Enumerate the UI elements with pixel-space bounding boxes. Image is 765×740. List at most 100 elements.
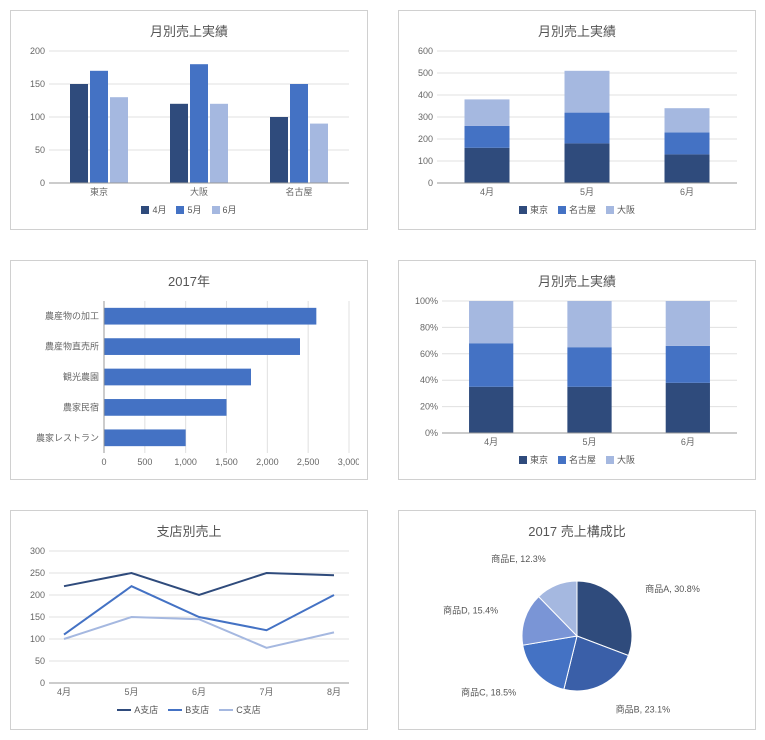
legend-swatch bbox=[558, 456, 566, 464]
svg-text:1,000: 1,000 bbox=[174, 457, 197, 467]
chart5-title: 支店別売上 bbox=[19, 521, 359, 540]
legend-label: 名古屋 bbox=[569, 453, 596, 466]
svg-text:150: 150 bbox=[30, 79, 45, 89]
chart1-panel: 月別売上実績 0 50 100 150 200 東京 大阪 名古屋 4月 5月 6月 bbox=[10, 10, 368, 230]
svg-text:250: 250 bbox=[30, 568, 45, 578]
chart6-svg: 商品A, 30.8% 商品B, 23.1% 商品C, 18.5% 商品D, 15.4%… bbox=[407, 546, 747, 721]
chart4-svg: 0%20%40%60%80%100%4月5月6月 bbox=[407, 296, 747, 451]
svg-text:農家民宿: 農家民宿 bbox=[63, 401, 99, 412]
svg-text:商品B, 23.1%: 商品B, 23.1% bbox=[616, 703, 671, 714]
svg-text:0: 0 bbox=[101, 457, 106, 467]
svg-text:2,000: 2,000 bbox=[256, 457, 279, 467]
svg-text:100: 100 bbox=[418, 156, 433, 166]
svg-text:500: 500 bbox=[137, 457, 152, 467]
svg-text:200: 200 bbox=[30, 46, 45, 56]
svg-text:東京: 東京 bbox=[90, 186, 108, 197]
svg-text:50: 50 bbox=[35, 656, 45, 666]
svg-text:100: 100 bbox=[30, 112, 45, 122]
legend-label: 名古屋 bbox=[569, 203, 596, 216]
legend-swatch bbox=[558, 206, 566, 214]
chart2-svg: 0 100 200 300 400 500 600 4月 5月 6月 bbox=[407, 46, 747, 201]
svg-text:200: 200 bbox=[30, 590, 45, 600]
svg-text:100: 100 bbox=[30, 634, 45, 644]
svg-text:0: 0 bbox=[40, 178, 45, 188]
svg-text:農産物の加工: 農産物の加工 bbox=[45, 310, 99, 321]
svg-text:商品A, 30.8%: 商品A, 30.8% bbox=[645, 583, 700, 594]
legend-swatch bbox=[606, 206, 614, 214]
chart1-title: 月別売上実績 bbox=[19, 21, 359, 40]
legend-swatch bbox=[176, 206, 184, 214]
chart6-panel: 2017 売上構成比 商品A, 30.8% 商品B, 23.1% 商品C, 18.5… bbox=[398, 510, 756, 730]
svg-text:商品E, 12.3%: 商品E, 12.3% bbox=[491, 553, 546, 564]
chart1-legend: 4月 5月 6月 bbox=[19, 203, 359, 216]
chart3-panel: 2017年 0 500 1,000 1,500 2,000 2,500 3,000 農産物の加… bbox=[10, 260, 368, 480]
svg-text:80%: 80% bbox=[420, 322, 438, 332]
svg-text:商品D, 15.4%: 商品D, 15.4% bbox=[443, 604, 498, 615]
svg-text:農産物直売所: 農産物直売所 bbox=[45, 341, 99, 352]
svg-text:200: 200 bbox=[418, 134, 433, 144]
legend-label: 大阪 bbox=[617, 203, 635, 216]
chart1-svg: 0 50 100 150 200 東京 大阪 名古屋 bbox=[19, 46, 359, 201]
chart5-svg: 0 50 100 150 200 250 300 4月 5月 6月 7月 8月 bbox=[19, 546, 359, 701]
chart4-title: 月別売上実績 bbox=[407, 271, 747, 290]
legend-label: B支店 bbox=[185, 703, 209, 716]
svg-text:7月: 7月 bbox=[259, 687, 273, 697]
svg-text:400: 400 bbox=[418, 90, 433, 100]
legend-label: 6月 bbox=[223, 203, 237, 216]
chart2-legend: 東京 名古屋 大阪 bbox=[407, 203, 747, 216]
chart6-title: 2017 売上構成比 bbox=[407, 521, 747, 540]
svg-text:6月: 6月 bbox=[681, 437, 695, 447]
chart5-legend: A支店 B支店 C支店 bbox=[19, 703, 359, 716]
chart3-title: 2017年 bbox=[19, 271, 359, 290]
legend-label: 大阪 bbox=[617, 453, 635, 466]
svg-text:0%: 0% bbox=[425, 428, 438, 438]
svg-text:5月: 5月 bbox=[580, 187, 594, 197]
legend-label: A支店 bbox=[134, 703, 158, 716]
chart4-panel: 月別売上実績 0%20%40%60%80%100%4月5月6月 東京 名古屋 大… bbox=[398, 260, 756, 480]
chart2-panel: 月別売上実績 0 100 200 300 400 500 600 4月 5月 6月 東京 名古屋 … bbox=[398, 10, 756, 230]
legend-label: 5月 bbox=[187, 203, 201, 216]
svg-text:150: 150 bbox=[30, 612, 45, 622]
svg-text:2,500: 2,500 bbox=[297, 457, 320, 467]
svg-text:100%: 100% bbox=[415, 296, 438, 306]
legend-swatch bbox=[519, 206, 527, 214]
svg-text:6月: 6月 bbox=[680, 187, 694, 197]
legend-swatch bbox=[519, 456, 527, 464]
svg-text:観光農園: 観光農園 bbox=[63, 371, 99, 382]
svg-text:500: 500 bbox=[418, 68, 433, 78]
svg-text:大阪: 大阪 bbox=[190, 186, 208, 197]
svg-text:商品C, 18.5%: 商品C, 18.5% bbox=[461, 686, 516, 697]
legend-label: 東京 bbox=[530, 203, 548, 216]
svg-text:8月: 8月 bbox=[327, 687, 341, 697]
legend-swatch bbox=[141, 206, 149, 214]
svg-text:60%: 60% bbox=[420, 349, 438, 359]
chart3-svg: 0 500 1,000 1,500 2,000 2,500 3,000 農産物の加工農産物直売… bbox=[19, 296, 359, 471]
svg-text:20%: 20% bbox=[420, 402, 438, 412]
svg-text:名古屋: 名古屋 bbox=[285, 186, 312, 197]
legend-label: 東京 bbox=[530, 453, 548, 466]
svg-text:0: 0 bbox=[40, 678, 45, 688]
legend-swatch bbox=[606, 456, 614, 464]
chart2-title: 月別売上実績 bbox=[407, 21, 747, 40]
svg-text:300: 300 bbox=[418, 112, 433, 122]
svg-text:0: 0 bbox=[428, 178, 433, 188]
legend-swatch bbox=[219, 709, 233, 711]
svg-text:600: 600 bbox=[418, 46, 433, 56]
svg-text:50: 50 bbox=[35, 145, 45, 155]
svg-text:4月: 4月 bbox=[484, 437, 498, 447]
svg-text:4月: 4月 bbox=[57, 687, 71, 697]
legend-swatch bbox=[212, 206, 220, 214]
legend-swatch bbox=[117, 709, 131, 711]
legend-label: C支店 bbox=[236, 703, 261, 716]
svg-text:1,500: 1,500 bbox=[215, 457, 238, 467]
svg-text:300: 300 bbox=[30, 546, 45, 556]
svg-text:6月: 6月 bbox=[192, 687, 206, 697]
svg-text:農家レストラン: 農家レストラン bbox=[36, 432, 99, 443]
chart5-panel: 支店別売上 0 50 100 150 200 250 300 4月 5月 6月 7月 8月 A支店 B… bbox=[10, 510, 368, 730]
svg-text:3,000: 3,000 bbox=[338, 457, 359, 467]
svg-text:5月: 5月 bbox=[124, 687, 138, 697]
legend-label: 4月 bbox=[152, 203, 166, 216]
svg-text:5月: 5月 bbox=[582, 437, 596, 447]
svg-text:4月: 4月 bbox=[480, 187, 494, 197]
legend-swatch bbox=[168, 709, 182, 711]
